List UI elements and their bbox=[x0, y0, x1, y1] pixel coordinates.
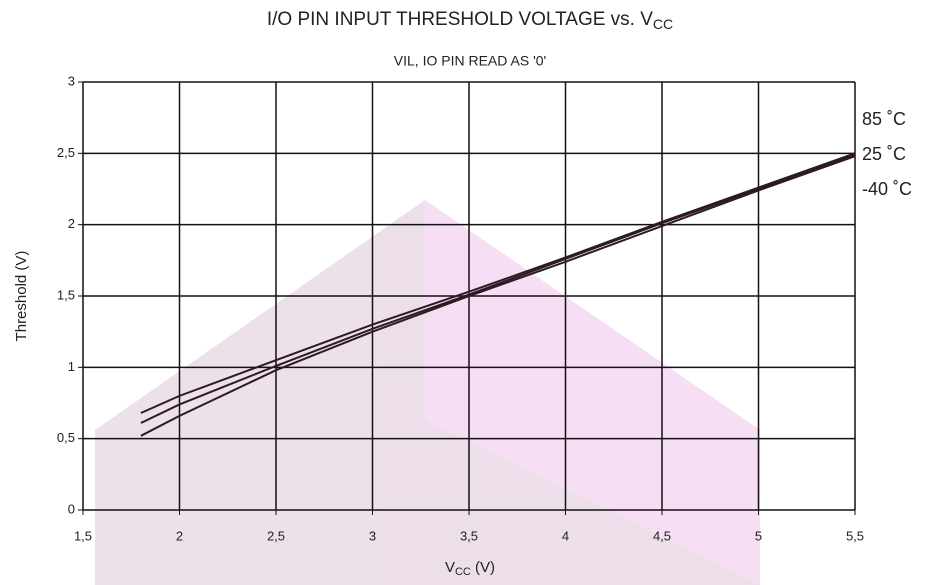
series-line bbox=[140, 153, 856, 424]
x-tick-label: 1,5 bbox=[74, 528, 92, 543]
y-axis-label: Threshold (V) bbox=[13, 251, 30, 342]
y-tick-label: 2,5 bbox=[57, 145, 75, 160]
x-label-text: V bbox=[445, 559, 455, 576]
chart-title: I/O PIN INPUT THRESHOLD VOLTAGE vs. VCC bbox=[267, 9, 673, 32]
subtitle: VIL, IO PIN READ AS '0' bbox=[394, 53, 546, 69]
x-axis-label: VCC (V) bbox=[445, 559, 495, 578]
x-tick-label: 3 bbox=[369, 528, 376, 543]
x-tick-label: 3,5 bbox=[460, 528, 478, 543]
x-tick-label: 4 bbox=[562, 528, 569, 543]
series-line bbox=[140, 152, 856, 414]
x-tick-label: 5,5 bbox=[846, 528, 864, 543]
watermark bbox=[95, 200, 760, 585]
legend-label: -40 ˚C bbox=[862, 179, 912, 199]
series-line bbox=[140, 155, 856, 437]
x-tick-label: 2 bbox=[176, 528, 183, 543]
x-tick-label: 2,5 bbox=[267, 528, 285, 543]
x-label-subscript: CC bbox=[455, 566, 471, 578]
x-tick-label: 5 bbox=[755, 528, 762, 543]
y-tick-label: 1,5 bbox=[57, 287, 75, 302]
y-tick-label: 0,5 bbox=[57, 430, 75, 445]
legend-label: 25 ˚C bbox=[862, 144, 906, 164]
title-subscript: CC bbox=[653, 16, 673, 32]
legend-label: 85 ˚C bbox=[862, 109, 906, 129]
title-text: I/O PIN INPUT THRESHOLD VOLTAGE vs. V bbox=[267, 9, 653, 30]
y-tick-label: 0 bbox=[68, 501, 75, 516]
y-tick-label: 1 bbox=[68, 359, 75, 374]
y-tick-label: 2 bbox=[68, 216, 75, 231]
x-label-suffix: (V) bbox=[471, 559, 495, 576]
x-tick-label: 4,5 bbox=[653, 528, 671, 543]
y-tick-label: 3 bbox=[68, 73, 75, 88]
